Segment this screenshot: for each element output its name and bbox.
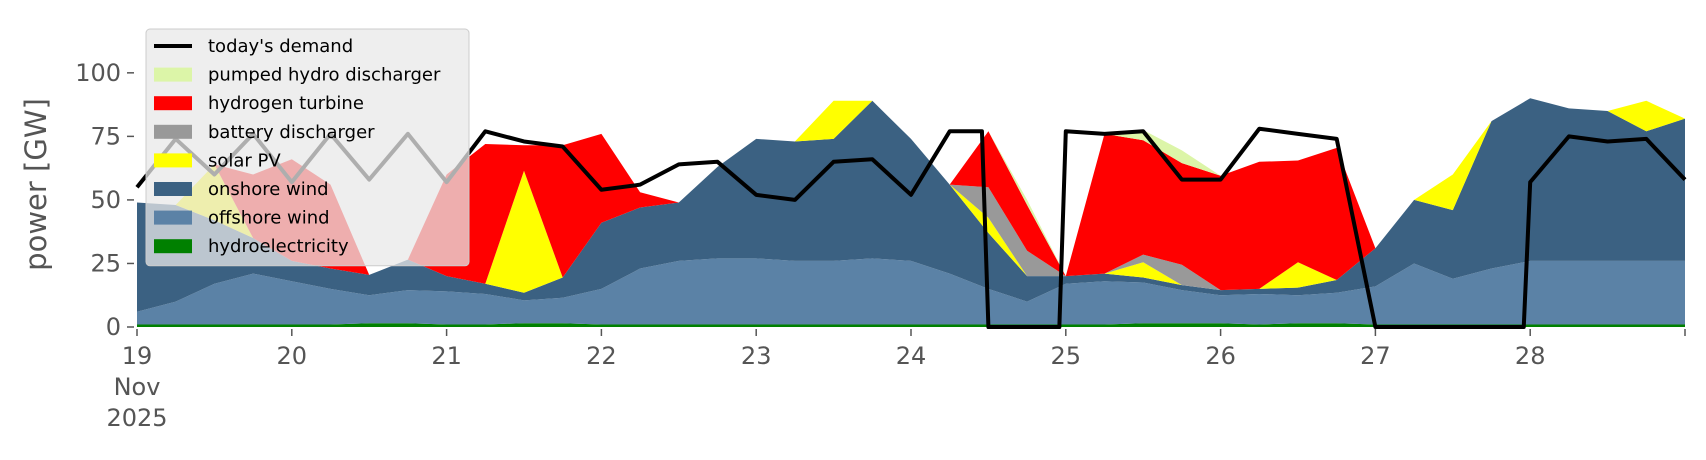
y-tick-label: 100 (75, 59, 121, 87)
area-hydrogen-turbine (137, 98, 1685, 291)
x-tick-label: 26 (1205, 342, 1236, 370)
y-tick-label: 75 (90, 122, 121, 150)
y-tick-label: 50 (90, 186, 121, 214)
legend-label: hydroelectricity (208, 236, 349, 257)
legend-label: onshore wind (208, 179, 329, 200)
x-tick-label: 27 (1360, 342, 1391, 370)
axes: 0 25 50 75 100 19 Nov 2025 20 21 22 23 24 25 26 27 28 (75, 59, 1686, 432)
x-tick-label: 21 (431, 342, 462, 370)
legend-swatch-pumped-hydro-discharger (154, 67, 192, 82)
legend: today's demand pumped hydro discharger hyd… (145, 28, 470, 267)
legend-label: pumped hydro discharger (208, 65, 441, 86)
legend-swatch-battery-discharger (154, 124, 192, 139)
x-tick-label: 23 (741, 342, 772, 370)
x-tick-label: 2025 (106, 404, 167, 432)
stacked-areas (137, 98, 1685, 327)
legend-swatch-solar-pv (154, 153, 192, 168)
y-tick-label: 0 (106, 313, 121, 341)
x-tick-label: 19 (122, 342, 153, 370)
legend-label: today's demand (208, 36, 353, 57)
y-axis-label: power [GW] (19, 98, 53, 271)
x-tick-label: 22 (586, 342, 617, 370)
y-tick-label: 25 (90, 249, 121, 277)
x-tick-label: 25 (1051, 342, 1082, 370)
x-tick-label: 24 (896, 342, 927, 370)
x-tick-label: 28 (1515, 342, 1546, 370)
legend-label: solar PV (208, 150, 281, 171)
legend-box (145, 28, 470, 267)
legend-label: battery discharger (208, 122, 375, 143)
legend-swatch-offshore-wind (154, 210, 192, 225)
legend-swatch-hydrogen-turbine (154, 96, 192, 111)
legend-label: offshore wind (208, 208, 330, 229)
x-tick-label: Nov (114, 373, 161, 401)
x-tick-label: 20 (277, 342, 308, 370)
area-solar-pv (137, 98, 1685, 293)
area-onshore-wind (137, 98, 1685, 312)
area-hydroelectricity (137, 323, 1685, 327)
legend-label: hydrogen turbine (208, 93, 364, 114)
legend-swatch-hydroelectricity (154, 239, 192, 254)
area-offshore-wind (137, 258, 1685, 325)
legend-swatch-onshore-wind (154, 182, 192, 196)
